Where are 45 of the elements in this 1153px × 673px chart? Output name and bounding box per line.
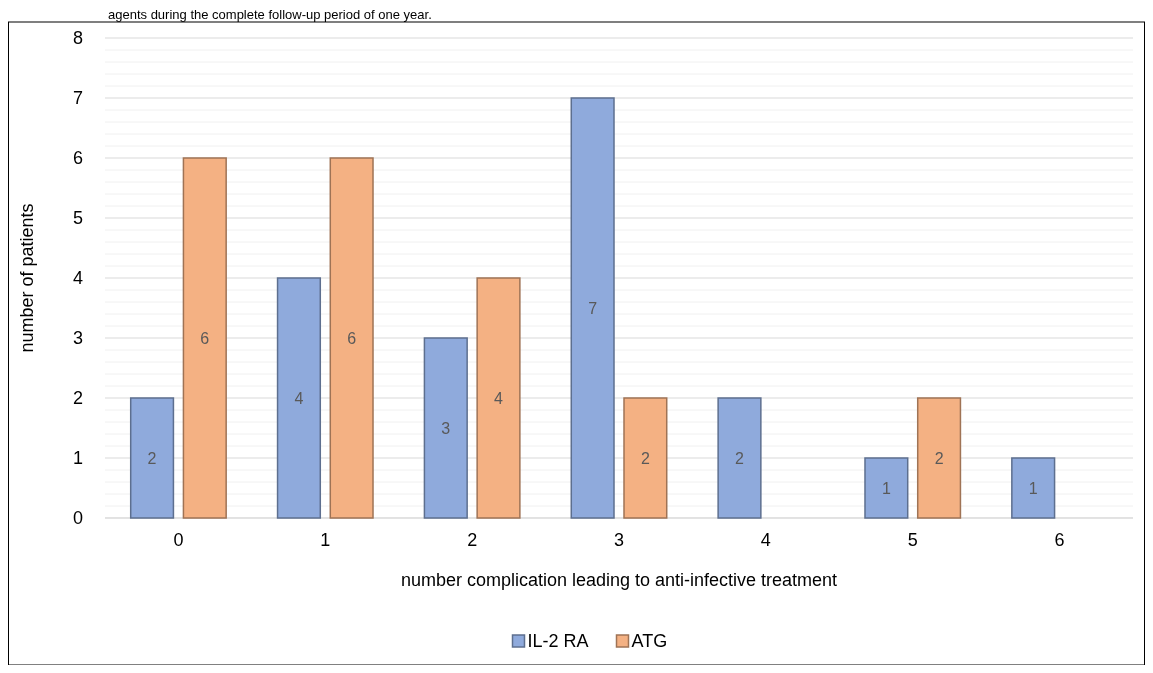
data-label: 1	[881, 479, 891, 497]
x-tick-label: 1	[320, 530, 331, 550]
y-axis-title: number of patients	[17, 203, 37, 353]
x-tick-label: 5	[907, 530, 918, 550]
data-label: 7	[588, 299, 598, 317]
data-label: 2	[147, 449, 157, 467]
data-label: 6	[347, 329, 357, 347]
x-tick-label: 2	[467, 530, 478, 550]
text: agents during the complete follow-up period of one year.	[108, 7, 432, 22]
legend-label: ATG	[631, 631, 668, 651]
bar	[864, 457, 909, 519]
y-tick-label: 8	[72, 28, 83, 49]
y-tick-label: 0	[72, 508, 83, 529]
y-tick-label: 7	[72, 88, 83, 109]
data-label: 4	[494, 389, 504, 407]
legend-label: IL-2 RA	[527, 631, 589, 651]
y-tick-label: 6	[72, 148, 83, 169]
bar	[476, 277, 521, 519]
x-tick-label: 0	[173, 530, 184, 550]
bar	[1011, 457, 1056, 519]
y-tick-label: 4	[72, 268, 83, 289]
x-tick-label: 3	[613, 530, 625, 550]
bar	[570, 97, 615, 519]
data-label: 1	[1028, 479, 1038, 497]
data-label: 3	[441, 419, 451, 437]
y-tick-label: 5	[72, 208, 83, 229]
x-tick-label: 6	[1054, 530, 1065, 550]
data-label: 2	[640, 449, 650, 467]
x-tick-label: 4	[760, 530, 771, 550]
y-tick-label: 3	[72, 328, 83, 349]
data-label: 2	[934, 449, 944, 467]
bar	[423, 337, 468, 519]
bar	[329, 157, 374, 519]
bar	[717, 397, 762, 519]
bar	[276, 277, 322, 519]
bar	[129, 397, 175, 519]
data-label: 2	[735, 449, 745, 467]
bar	[916, 397, 962, 519]
data-label: 6	[200, 329, 210, 347]
x-axis-title: number complication leading to anti-infective treatment	[400, 570, 838, 590]
y-tick-label: 2	[72, 388, 83, 409]
data-label: 4	[294, 389, 304, 407]
bar	[182, 157, 227, 519]
bar	[623, 397, 668, 519]
y-tick-label: 1	[72, 448, 83, 469]
